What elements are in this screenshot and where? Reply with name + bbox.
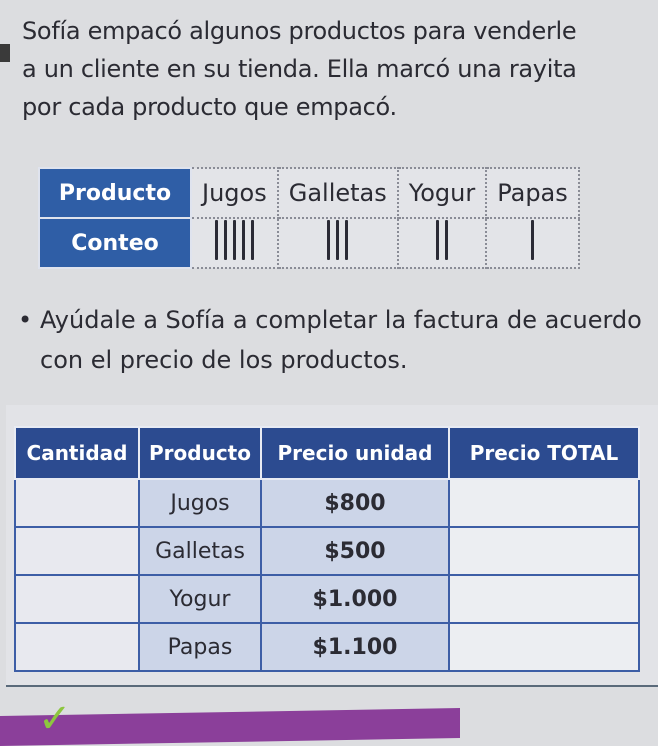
header-precio-unidad: Precio unidad [260,426,450,480]
product-header: Producto [38,167,192,219]
product-cell: Yogur [396,167,488,219]
invoice-table: Cantidad Producto Precio unidad Precio T… [14,426,640,672]
tally-marks [327,220,349,260]
tally-cell [396,217,488,269]
tally-stroke [250,220,254,260]
product-row: Producto Jugos Galletas Yogur Papas [38,167,580,219]
header-cantidad: Cantidad [14,426,140,480]
tally-stroke [214,220,218,260]
tally-cell [190,217,279,269]
producto-cell: Jugos [138,478,262,528]
cantidad-field[interactable] [14,622,140,672]
cantidad-field[interactable] [14,526,140,576]
count-header: Conteo [38,217,192,269]
precio-total-field[interactable] [448,478,640,528]
product-cell: Papas [485,167,580,219]
tally-stroke [345,220,349,260]
precio-total-field[interactable] [448,574,640,624]
count-row: Conteo [38,217,580,269]
tally-table: Producto Jugos Galletas Yogur Papas Cont… [38,167,580,269]
tally-stroke [435,220,439,260]
tally-stroke [336,220,340,260]
tally-stroke [444,220,448,260]
tally-marks [530,220,534,260]
precio-unidad-cell: $500 [260,526,450,576]
tally-marks [435,220,448,260]
producto-cell: Papas [138,622,262,672]
invoice-row: Jugos $800 [14,478,640,528]
precio-total-field[interactable] [448,526,640,576]
precio-total-field[interactable] [448,622,640,672]
tally-stroke [232,220,236,260]
precio-unidad-cell: $800 [260,478,450,528]
tally-stroke [530,220,534,260]
tally-stroke [241,220,245,260]
invoice-header-row: Cantidad Producto Precio unidad Precio T… [14,426,640,480]
intro-line: por cada producto que empacó. [22,93,397,121]
cantidad-field[interactable] [14,574,140,624]
instruction-text: Ayúdale a Sofía a completar la factura d… [18,300,658,380]
intro-line: a un cliente en su tienda. Ella marcó un… [22,55,577,83]
tally-cell [485,217,580,269]
invoice-row: Yogur $1.000 [14,574,640,624]
producto-cell: Galletas [138,526,262,576]
product-cell: Galletas [276,167,399,219]
header-precio-total: Precio TOTAL [448,426,640,480]
precio-unidad-cell: $1.000 [260,574,450,624]
checkmark-icon: ✓ [38,696,72,742]
invoice-row: Galletas $500 [14,526,640,576]
producto-cell: Yogur [138,574,262,624]
cantidad-field[interactable] [14,478,140,528]
intro-line: Sofía empacó algunos productos para vend… [22,17,577,45]
tally-cell [276,217,399,269]
intro-text: Sofía empacó algunos productos para vend… [22,12,658,126]
page-marker [0,44,10,62]
tally-stroke [327,220,331,260]
header-producto: Producto [138,426,262,480]
invoice-row: Papas $1.100 [14,622,640,672]
tally-stroke [223,220,227,260]
tally-marks [214,220,254,260]
precio-unidad-cell: $1.100 [260,622,450,672]
product-cell: Jugos [190,167,279,219]
